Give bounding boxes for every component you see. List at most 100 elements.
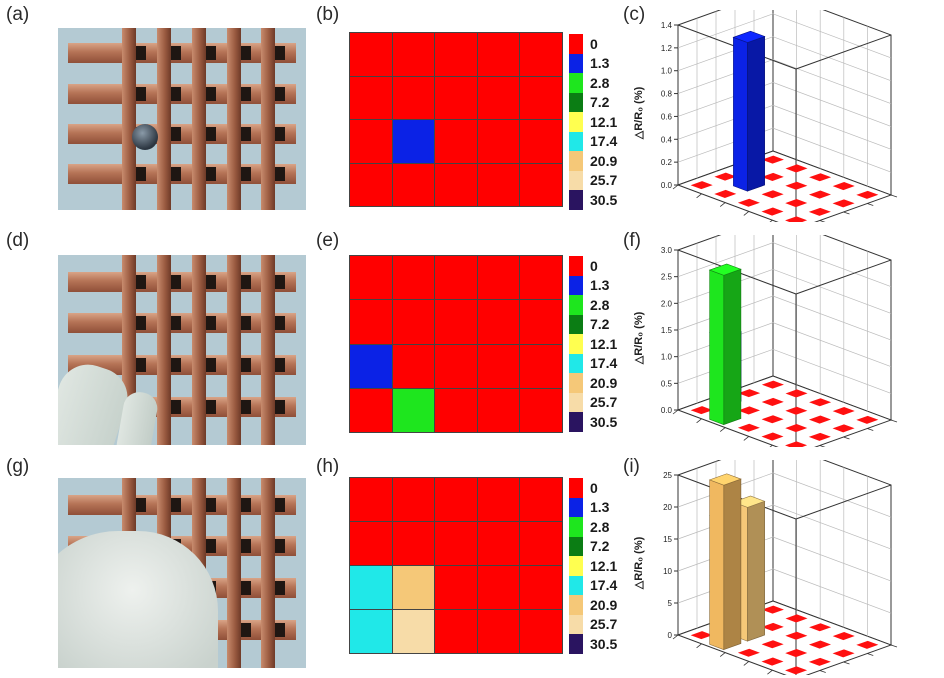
legend-label: 1.3	[590, 55, 610, 72]
heatmap-cell	[477, 33, 520, 76]
legend-label: 0	[590, 479, 598, 496]
legend-label: 30.5	[590, 191, 618, 208]
heatmap-cell	[392, 163, 435, 206]
heatmap-cell	[520, 163, 562, 206]
zero-marker	[785, 199, 808, 208]
weave-gap	[240, 581, 251, 596]
weave-gap	[275, 358, 286, 373]
heatmap-cell	[477, 522, 520, 565]
zero-marker	[785, 614, 808, 623]
legend-entry: 2.8	[569, 517, 617, 537]
weave-gap	[240, 316, 251, 331]
zero-marker	[761, 190, 784, 199]
legend-label: 1.3	[590, 499, 610, 516]
weave-gap	[205, 400, 216, 414]
weave-gap	[136, 358, 147, 373]
weave-gap	[205, 166, 216, 181]
legend-entry: 0	[569, 34, 617, 54]
weave-gap	[275, 623, 286, 637]
zero-marker	[761, 605, 784, 614]
legend-label: 12.1	[590, 113, 618, 130]
legend-swatch	[569, 353, 583, 373]
heatmap-cell	[392, 344, 435, 388]
weave-gap	[171, 497, 182, 512]
zero-marker	[761, 172, 784, 181]
zero-marker	[808, 190, 831, 199]
zero-marker	[761, 207, 784, 216]
copper-strip-vertical	[226, 255, 241, 445]
weave-gap	[275, 274, 286, 289]
bar-chart-i: 0 5 10 15 20 25 △R/R₀ (%)	[633, 460, 898, 675]
zero-marker	[761, 640, 784, 649]
legend-entry: 0	[569, 256, 617, 276]
weave-gap	[240, 46, 251, 61]
heatmap-cell	[520, 344, 562, 388]
metal-weight	[132, 124, 159, 151]
legend-entry: 17.4	[569, 353, 617, 373]
weave-gap	[136, 166, 147, 181]
weave-gap	[275, 581, 286, 596]
legend-label: 0	[590, 257, 598, 274]
zero-marker	[808, 415, 831, 424]
weave-gap	[205, 358, 216, 373]
weave-gap	[275, 316, 286, 331]
legend-entry: 7.2	[569, 536, 617, 556]
zero-marker	[714, 172, 737, 181]
heatmap-cell	[392, 522, 435, 565]
heatmap-cell	[392, 610, 435, 653]
legend-entry: 17.4	[569, 131, 617, 151]
zero-marker	[809, 623, 832, 632]
heatmap-cell	[477, 566, 520, 609]
legend-label: 1.3	[590, 277, 610, 294]
heatmap-cell	[520, 610, 562, 653]
zero-marker	[832, 649, 855, 658]
legend-entry: 7.2	[569, 314, 617, 334]
weave-gap	[240, 400, 251, 414]
legend-label: 25.7	[590, 394, 618, 411]
weave-gap	[240, 497, 251, 512]
y-tick-label: 0.6	[661, 112, 673, 121]
weave-gap	[205, 274, 216, 289]
heatmap-cell	[520, 478, 562, 521]
axis-ticks	[672, 409, 898, 447]
heatmap-cell	[350, 566, 392, 609]
weave-gap	[205, 539, 216, 554]
weave-gap	[275, 86, 286, 101]
bar-chart-f: 0.0 0.5 1.0 1.5 2.0 2.5 3.0 △R/R₀ (%)	[633, 235, 898, 447]
weave-gap	[205, 126, 216, 141]
y-tick-label: 1.4	[661, 21, 673, 30]
legend-swatch	[569, 595, 583, 615]
weave-gap	[205, 86, 216, 101]
zero-marker	[785, 424, 808, 433]
weave-gap	[136, 46, 147, 61]
heatmap-cell	[350, 610, 392, 653]
legend-swatch	[569, 575, 583, 595]
legend-swatch	[569, 392, 583, 412]
zero-marker	[737, 648, 760, 657]
heatmap-cell	[520, 256, 562, 300]
zero-marker	[785, 441, 808, 447]
zero-marker	[714, 189, 737, 198]
weave-gap	[171, 400, 182, 414]
zero-marker	[808, 432, 831, 441]
legend-entry: 20.9	[569, 151, 617, 171]
legend-label: 0	[590, 35, 598, 52]
zero-marker	[785, 216, 808, 222]
legend-swatch	[569, 334, 583, 354]
legend-entry: 1.3	[569, 497, 617, 517]
panel-label-c: (c)	[623, 4, 646, 25]
heatmap-cell	[392, 388, 435, 432]
gloved-hand	[58, 531, 218, 668]
weave-gap	[136, 497, 147, 512]
zero-marker	[761, 155, 784, 164]
weave-gap	[136, 274, 147, 289]
zero-marker	[737, 423, 760, 432]
heatmap-cell	[350, 256, 392, 300]
weave-gap	[171, 46, 182, 61]
zero-marker	[832, 407, 855, 416]
weave-gap	[240, 623, 251, 637]
weave-gap	[205, 497, 216, 512]
weave-gap	[240, 86, 251, 101]
copper-strip-vertical	[122, 28, 137, 210]
legend-swatch	[569, 256, 583, 276]
